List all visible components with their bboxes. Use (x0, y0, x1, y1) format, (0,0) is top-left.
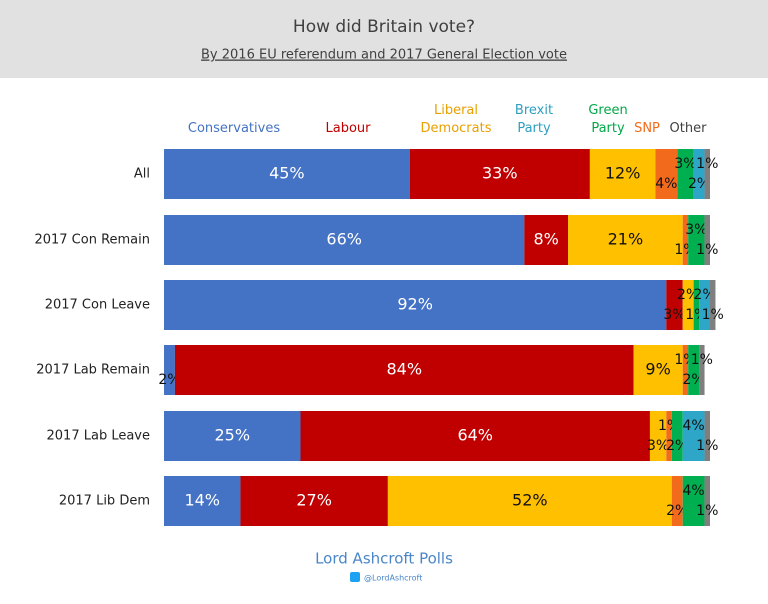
bar-segment (240, 476, 388, 526)
data-label: 3% (685, 222, 707, 238)
bar-segment (164, 345, 175, 395)
bar-segment (682, 345, 689, 395)
bar-segment (682, 215, 689, 265)
data-label: 14% (184, 491, 220, 510)
data-label: 4% (683, 418, 705, 434)
bar-segment (682, 476, 705, 526)
bar-segment (666, 411, 672, 461)
data-label: 4% (683, 483, 705, 499)
bar-segment (568, 215, 683, 265)
legend-entry: Liberal Democrats (420, 103, 492, 136)
source: Lord Ashcroft Polls (315, 550, 453, 568)
bar-segment (164, 280, 667, 330)
bar-segment (164, 476, 241, 526)
bar-segment (671, 476, 683, 526)
bar-segment (589, 149, 656, 199)
bar-segment (704, 149, 710, 199)
data-label: 1% (696, 242, 718, 258)
data-label: 21% (608, 230, 644, 249)
chart-title: How did Britain vote? (293, 17, 475, 37)
bar-segment (682, 280, 694, 330)
data-label: 92% (397, 295, 433, 314)
bar-segment (704, 411, 710, 461)
data-label: 52% (512, 491, 548, 510)
bar-segment (682, 411, 705, 461)
category-label: 2017 Lab Remain (36, 363, 150, 378)
bar-segment (666, 280, 683, 330)
bar-segment (693, 280, 700, 330)
data-label: 27% (296, 491, 332, 510)
legend-entry: SNP (634, 121, 660, 136)
bar-segment (693, 149, 705, 199)
data-label: 3% (647, 438, 669, 454)
bar-segment (164, 149, 410, 199)
category-label: 2017 Lab Leave (47, 429, 150, 444)
legend-entry: Labour (325, 121, 371, 136)
category-label: 2017 Con Remain (34, 233, 150, 248)
bar-segment (704, 476, 710, 526)
data-label: 9% (645, 360, 670, 379)
data-label: 1% (696, 156, 718, 172)
legend-entry: Green Party (588, 103, 628, 136)
header-band (0, 0, 768, 78)
data-label: 84% (386, 360, 422, 379)
category-label: 2017 Con Leave (45, 298, 150, 313)
bar-segment (671, 411, 683, 461)
legend-entry: Conservatives (187, 121, 281, 136)
data-label: 1% (696, 438, 718, 454)
bar-segment (688, 215, 705, 265)
data-label: 1% (696, 503, 718, 519)
bar-segment (710, 280, 716, 330)
data-label: 3% (663, 307, 685, 323)
bar-segment (300, 411, 650, 461)
data-label: 33% (482, 164, 518, 183)
chart-subtitle: By 2016 EU referendum and 2017 General E… (201, 48, 567, 63)
bar-segment (164, 215, 525, 265)
legend-entry: Other (669, 121, 707, 136)
bar-segment (699, 345, 705, 395)
category-label: All (134, 167, 150, 182)
handle: @LordAshcroft (364, 574, 422, 583)
data-label: 1% (691, 352, 713, 368)
legend-entry: Brexit Party (514, 103, 554, 136)
data-label: 3% (674, 156, 696, 172)
bar-segment (174, 345, 634, 395)
data-label: 12% (605, 164, 641, 183)
bar-segment (649, 411, 667, 461)
twitter-icon (350, 572, 360, 582)
data-label: 64% (457, 426, 493, 445)
bar-segment (699, 280, 710, 330)
data-label: 45% (269, 164, 305, 183)
data-label: 66% (326, 230, 362, 249)
bar-segment (164, 411, 301, 461)
bar-segment (524, 215, 569, 265)
bar-segment (655, 149, 678, 199)
data-label: 8% (534, 230, 559, 249)
bar-segment (704, 215, 710, 265)
bar-segment (688, 345, 700, 395)
bar-segment (387, 476, 672, 526)
category-label: 2017 Lib Dem (59, 494, 150, 509)
bar-segment (409, 149, 590, 199)
bar-segment (633, 345, 683, 395)
bar-segment (677, 149, 694, 199)
data-label: 1% (702, 307, 724, 323)
data-label: 25% (214, 426, 250, 445)
data-label: 4% (655, 176, 677, 192)
